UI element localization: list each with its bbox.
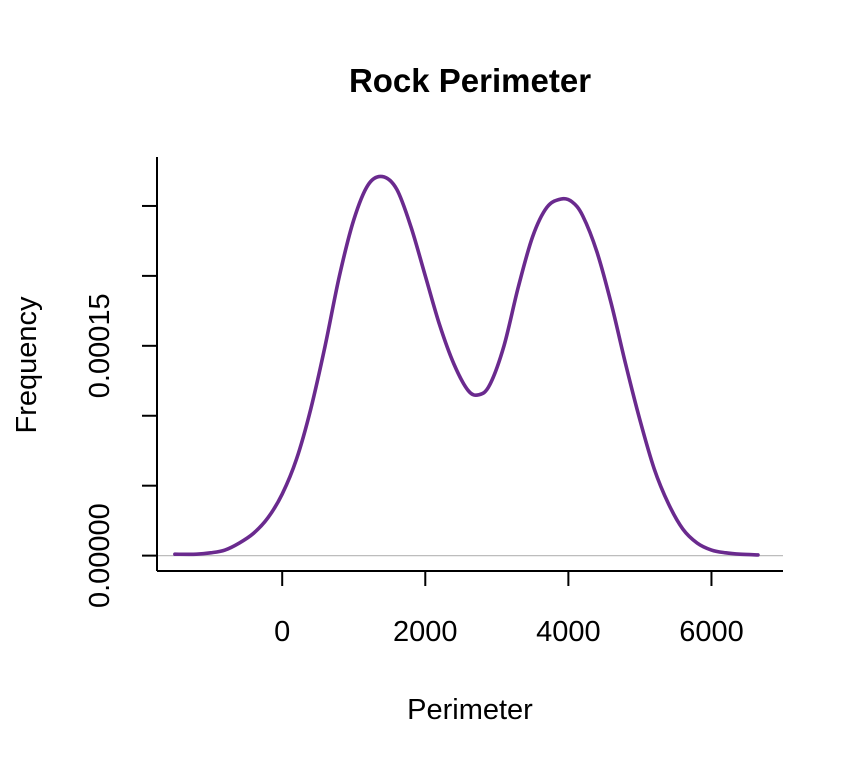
x-tick-label: 0: [274, 616, 290, 648]
density-curve: [173, 174, 760, 557]
x-tick-label: 6000: [679, 616, 744, 648]
chart-title: Rock Perimeter: [349, 62, 591, 99]
x-axis-label: Perimeter: [407, 694, 533, 726]
x-tick-label: 2000: [393, 616, 458, 648]
plot-area: [157, 174, 783, 557]
x-axis: 0 2000 4000 6000: [157, 570, 783, 648]
y-tick-label: 0.00000: [84, 503, 116, 608]
x-tick-label: 4000: [536, 616, 601, 648]
y-axis-label: Frequency: [11, 296, 43, 434]
y-tick-label: 0.00015: [84, 293, 116, 398]
y-axis: 0.00000 0.00015: [84, 157, 158, 608]
